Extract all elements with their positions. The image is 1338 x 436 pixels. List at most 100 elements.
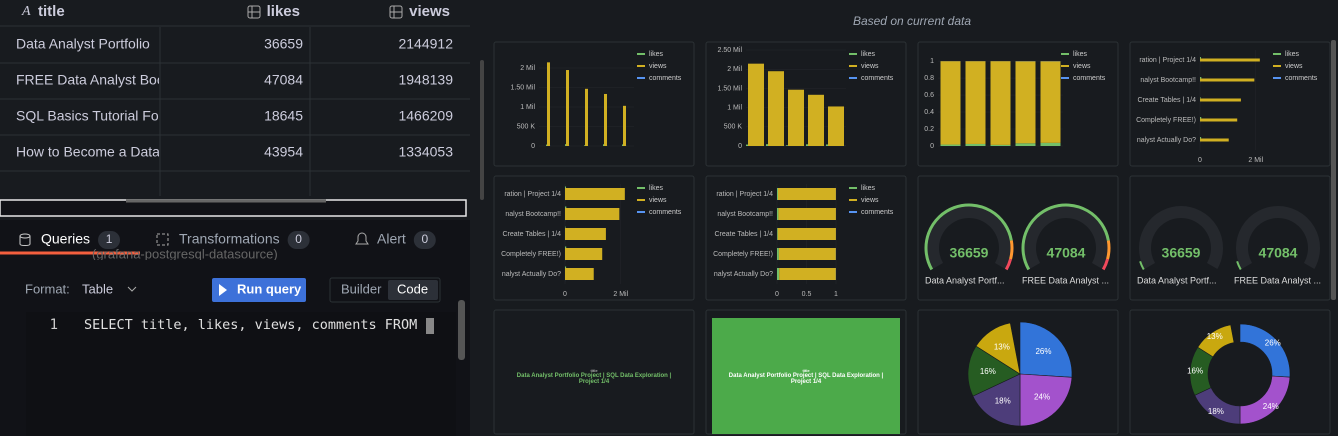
category-label: ration | Project 1/4 bbox=[1139, 57, 1196, 64]
slice-label: 26% bbox=[1035, 347, 1051, 356]
code-editor[interactable] bbox=[26, 312, 456, 436]
card-content: 0 2 Mil ration | Project 1/4 nalyst Bootcam… bbox=[1136, 50, 1318, 164]
legend-label: views bbox=[1073, 63, 1091, 70]
number-cell: 1334053 bbox=[398, 144, 453, 160]
x-tick-label: 2 Mil bbox=[613, 291, 628, 298]
suggestion-card[interactable]: 0 500 K 1 Mil 1.50 Mil 2 Mil 2.50 Mil likes vie… bbox=[705, 41, 907, 167]
number-cell: 18645 bbox=[264, 108, 303, 124]
suggestion-card[interactable]: 0 0.2 0.4 0.6 0.8 1 likes views comments bbox=[917, 41, 1119, 167]
number-cell: 1948139 bbox=[398, 72, 453, 88]
card-content: 0 0.2 0.4 0.6 0.8 1 likes views comments bbox=[924, 51, 1106, 150]
text-value: Data Analyst Portfolio Project | SQL Dat… bbox=[516, 372, 672, 385]
bar bbox=[603, 144, 604, 146]
legend-label: comments bbox=[649, 75, 682, 82]
category-label: Create Tables | 1/4 bbox=[502, 231, 561, 238]
suggestion-card[interactable]: 0 2 Mil ration | Project 1/4 nalyst Bootcam… bbox=[493, 175, 695, 301]
gauge-threshold bbox=[1009, 240, 1014, 260]
bar bbox=[565, 248, 603, 260]
bar-segment bbox=[990, 144, 1011, 146]
legend-swatch bbox=[1061, 77, 1069, 79]
y-tick-label: 2.50 Mil bbox=[717, 47, 742, 54]
card-content: 0 500 K 1 Mil 1.50 Mil 2 Mil 2.50 Mil likes vie… bbox=[717, 47, 893, 150]
bar-segment bbox=[777, 188, 779, 200]
count-badge bbox=[98, 231, 121, 249]
suggestion-card[interactable]: 26% 24% 18% 16% 13% bbox=[1129, 309, 1331, 435]
tab-label[interactable]: Queries bbox=[41, 231, 90, 247]
bar bbox=[547, 62, 550, 146]
category-label: Create Tables | 1/4 bbox=[1137, 97, 1196, 104]
bar bbox=[565, 144, 566, 146]
number-cell: 2144912 bbox=[398, 36, 453, 52]
bar bbox=[565, 186, 567, 188]
suggestion-card[interactable]: 0 2 Mil ration | Project 1/4 nalyst Bootcam… bbox=[1129, 41, 1331, 167]
bar bbox=[1200, 137, 1202, 139]
table-area bbox=[0, 0, 470, 196]
title-cell: How to Become a Data bbox=[16, 144, 160, 160]
gauge-value: 47084 bbox=[1047, 245, 1086, 261]
run-query-button[interactable] bbox=[212, 278, 306, 302]
text-value: Data Analyst Portfolio Project | SQL Dat… bbox=[728, 372, 884, 385]
y-tick-label: 1 bbox=[930, 58, 934, 65]
category-label: nalyst Bootcamp!! bbox=[505, 211, 561, 218]
slice-label: 16% bbox=[980, 367, 996, 376]
legend-swatch bbox=[637, 187, 645, 189]
number-cell: 1466209 bbox=[398, 108, 453, 124]
category-label: Completely FREE!) bbox=[713, 251, 773, 258]
text-panel-content: title Data Analyst Portfolio Project | SQ… bbox=[500, 318, 688, 434]
gauge-label: Data Analyst Portf... bbox=[1137, 275, 1217, 285]
column-header: title bbox=[38, 3, 65, 20]
tab-label[interactable]: Alert bbox=[377, 231, 406, 247]
category-label: ration | Project 1/4 bbox=[504, 191, 561, 198]
legend-label: likes bbox=[1073, 51, 1088, 58]
count-badge bbox=[413, 231, 436, 249]
datasource: (grafana-postgresql-datasource) bbox=[92, 246, 278, 261]
gauge-threshold bbox=[1236, 260, 1242, 270]
suggestion-card[interactable]: 36659 Data Analyst Portf... 47084 FREE Data… bbox=[917, 175, 1119, 301]
legend-swatch bbox=[849, 187, 857, 189]
title-cell: SQL Basics Tutorial For bbox=[16, 108, 164, 124]
legend-label: likes bbox=[861, 185, 876, 192]
suggestion-card[interactable]: 0 500 K 1 Mil 1.50 Mil 2 Mil likes views commen… bbox=[493, 41, 695, 167]
tab-label[interactable]: Transformations bbox=[179, 231, 280, 247]
bar bbox=[806, 144, 808, 146]
bar bbox=[623, 105, 626, 146]
bar-segment bbox=[940, 61, 961, 145]
card-bg bbox=[493, 309, 695, 435]
suggestion-card[interactable]: 36659 Data Analyst Portf... 47084 FREE Data… bbox=[1129, 175, 1331, 301]
text-panel-content: title Data Analyst Portfolio Project | SQ… bbox=[712, 318, 900, 434]
slice-label: 13% bbox=[994, 342, 1010, 351]
legend-swatch bbox=[1273, 53, 1281, 55]
bar bbox=[565, 228, 606, 240]
bar bbox=[565, 246, 567, 248]
legend-label: views bbox=[861, 63, 879, 70]
category-label: nalyst Actually Do? bbox=[502, 271, 561, 278]
line-number: 1 bbox=[50, 317, 58, 333]
gauge-threshold bbox=[1106, 240, 1111, 260]
legend-label: likes bbox=[861, 51, 876, 58]
legend-label: comments bbox=[649, 209, 682, 216]
y-tick-label: 0 bbox=[738, 143, 742, 150]
count: 0 bbox=[421, 232, 428, 246]
suggestion-card[interactable]: 0 0.5 1 ration | Project 1/4 nalyst Bootcamp… bbox=[705, 175, 907, 301]
slice-label: 13% bbox=[1207, 332, 1223, 341]
bar bbox=[1200, 57, 1202, 59]
suggestion-card[interactable]: 26% 24% 18% 16% 13% bbox=[917, 309, 1119, 435]
legend-swatch bbox=[1273, 65, 1281, 67]
legend-label: comments bbox=[1073, 75, 1106, 82]
mode: Builder bbox=[341, 281, 382, 296]
category-label: Completely FREE!) bbox=[501, 251, 561, 258]
string-icon: A bbox=[21, 4, 31, 19]
column-header: views bbox=[409, 3, 450, 20]
legend-swatch bbox=[1061, 65, 1069, 67]
category-label: ration | Project 1/4 bbox=[716, 191, 773, 198]
gauge-track bbox=[1024, 206, 1108, 269]
legend-label: likes bbox=[1285, 51, 1300, 58]
gauge-label: FREE Data Analyst ... bbox=[1234, 275, 1321, 285]
sql-code: SELECT title, likes, views, comments FRO… bbox=[84, 317, 417, 333]
database-icon bbox=[19, 233, 31, 246]
mode-toggle[interactable] bbox=[329, 277, 441, 303]
bell-icon bbox=[355, 232, 369, 245]
